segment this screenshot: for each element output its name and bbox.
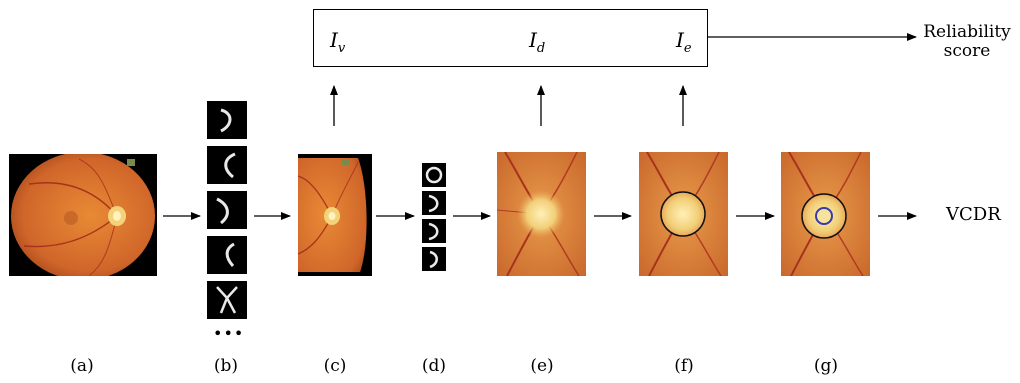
disc-cup-segmentation-g bbox=[781, 152, 870, 276]
index-ie: Ie bbox=[676, 28, 692, 56]
kernel-d3 bbox=[422, 219, 446, 243]
panel-label-a: (a) bbox=[70, 356, 94, 376]
kernel-d4 bbox=[422, 247, 446, 271]
index-iv: Iv bbox=[330, 28, 346, 56]
panel-label-d: (d) bbox=[421, 356, 447, 376]
cup-contour bbox=[815, 207, 833, 225]
panel-label-b: (b) bbox=[213, 356, 239, 376]
ellipsis-dots: ••• bbox=[213, 324, 245, 343]
disc-region-e bbox=[497, 152, 586, 276]
vcdr-label: VCDR bbox=[946, 204, 1001, 225]
panel-label-g: (g) bbox=[813, 356, 839, 376]
kernel-stack-d bbox=[422, 163, 446, 271]
kernel-d1 bbox=[422, 163, 446, 187]
reliability-index-box: Iv Id Ie bbox=[313, 9, 708, 67]
disc-contour bbox=[660, 191, 706, 237]
disc-contour bbox=[801, 193, 847, 239]
disc-segmentation-f bbox=[639, 152, 728, 276]
kernel-b1 bbox=[207, 101, 247, 139]
kernel-stack-b bbox=[207, 101, 247, 319]
reliability-score-label: Reliability score bbox=[923, 22, 1011, 61]
panel-label-e: (e) bbox=[530, 356, 554, 376]
fundus-image-a bbox=[9, 154, 157, 276]
panel-label-c: (c) bbox=[323, 356, 347, 376]
fundus-image-c bbox=[298, 154, 372, 276]
kernel-d2 bbox=[422, 191, 446, 215]
panel-label-f: (f) bbox=[674, 356, 694, 376]
index-id: Id bbox=[529, 28, 546, 56]
